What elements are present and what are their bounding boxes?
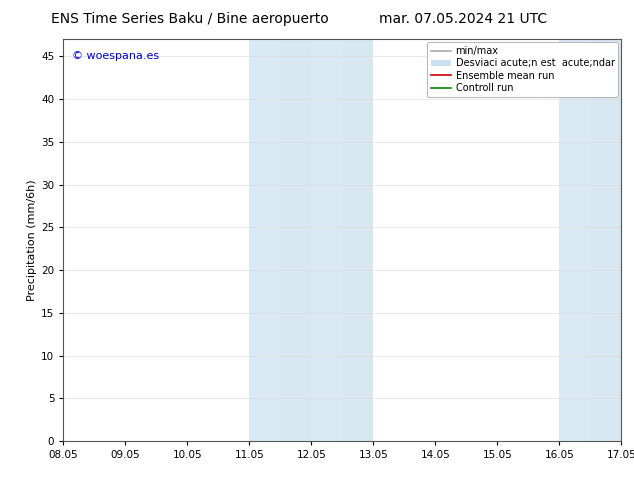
Bar <box>249 39 280 441</box>
Text: © woespana.es: © woespana.es <box>72 51 159 61</box>
Bar <box>342 39 373 441</box>
Y-axis label: Precipitation (mm/6h): Precipitation (mm/6h) <box>27 179 37 301</box>
Text: mar. 07.05.2024 21 UTC: mar. 07.05.2024 21 UTC <box>378 12 547 26</box>
Bar <box>311 39 342 441</box>
Bar <box>280 39 311 441</box>
Legend: min/max, Desviaci acute;n est  acute;ndar, Ensemble mean run, Controll run: min/max, Desviaci acute;n est acute;ndar… <box>427 42 618 97</box>
Text: ENS Time Series Baku / Bine aeropuerto: ENS Time Series Baku / Bine aeropuerto <box>51 12 329 26</box>
Bar <box>590 39 621 441</box>
Bar <box>559 39 590 441</box>
